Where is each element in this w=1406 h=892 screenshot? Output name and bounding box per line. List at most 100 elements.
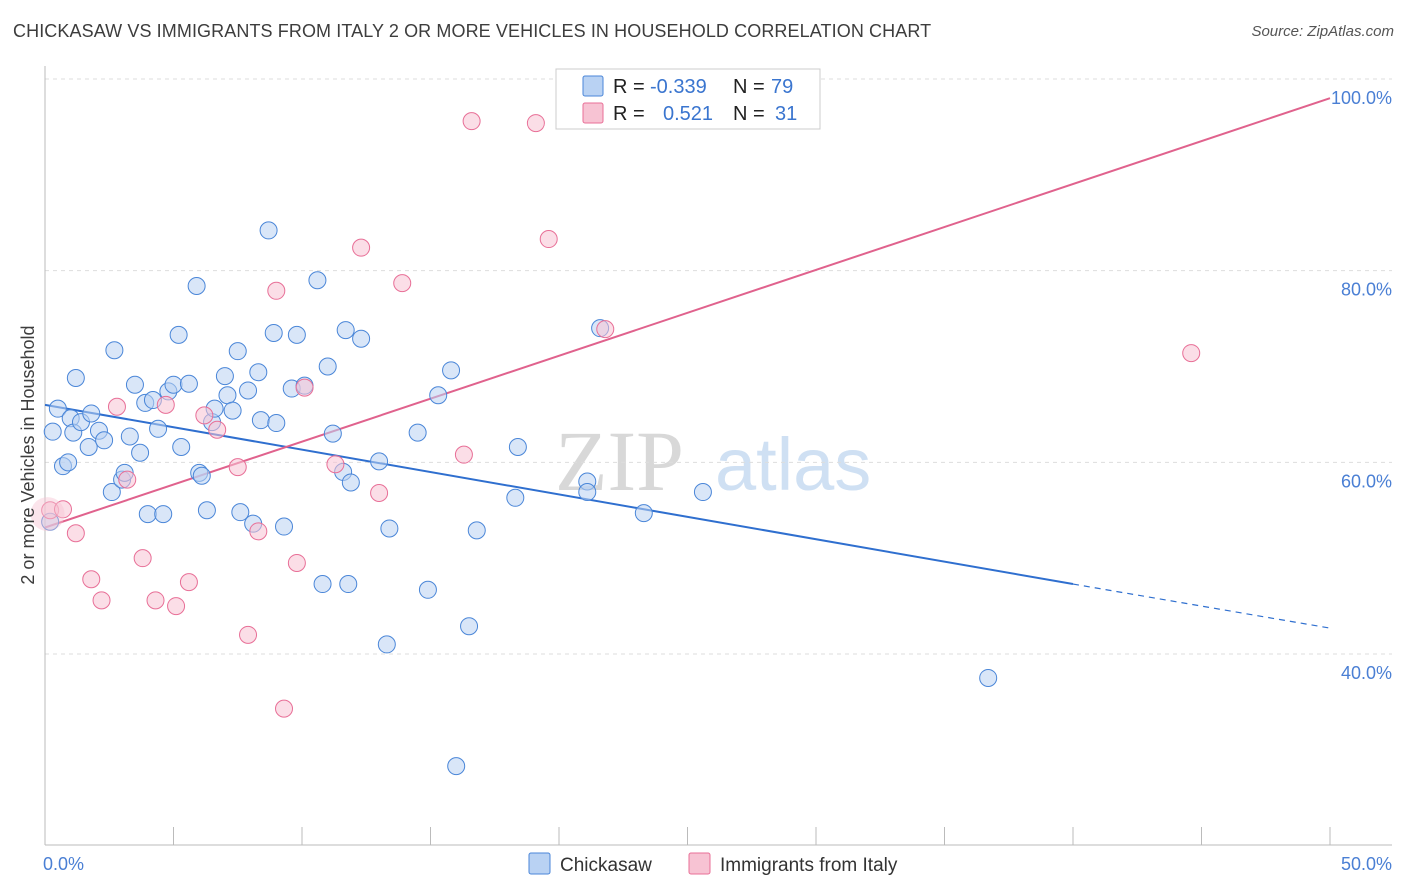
chickasaw-point — [79, 438, 98, 456]
chickasaw-point — [308, 271, 327, 290]
trend-lines — [44, 97, 1331, 629]
chickasaw-point — [318, 357, 337, 376]
chickasaw-point — [59, 453, 78, 472]
bottom-legend-swatch-italy — [688, 852, 711, 875]
legend-swatch-chickasaw — [582, 75, 604, 97]
italy-point — [267, 281, 286, 300]
tick-labels: 100.0% 80.0% 60.0% 40.0% 0.0% 50.0% — [43, 88, 1392, 874]
italy-point — [249, 522, 268, 541]
chickasaw-point — [215, 367, 234, 386]
stats-legend: R = -0.339 N = 79 R = 0.521 N = 31 — [555, 68, 821, 130]
chickasaw-point — [95, 431, 114, 450]
chickasaw-point — [287, 325, 306, 344]
chickasaw-point — [408, 423, 427, 442]
italy-point — [326, 455, 345, 474]
chickasaw-point — [447, 757, 466, 776]
axes — [44, 66, 1392, 846]
chickasaw-point — [197, 501, 216, 520]
chickasaw-point — [352, 329, 371, 348]
italy-point — [228, 458, 247, 477]
chickasaw-point — [120, 427, 139, 446]
chickasaw-point — [192, 466, 211, 485]
chickasaw-point — [187, 277, 206, 295]
series-legend: Chickasaw Immigrants from Italy — [528, 852, 898, 876]
italy-point — [526, 114, 545, 133]
chickasaw-point — [259, 221, 278, 240]
italy-point — [370, 484, 389, 502]
y-tick-label: 80.0% — [1341, 280, 1392, 300]
watermark-atlas: atlas — [715, 423, 871, 506]
italy-point — [295, 378, 314, 397]
y-axis-label: 2 or more Vehicles in Household — [18, 325, 38, 584]
chickasaw-point — [131, 443, 150, 462]
chickasaw-point — [460, 617, 479, 636]
legend-r-italy: 0.521 — [663, 103, 713, 125]
x-tick-label: 0.0% — [43, 854, 84, 874]
chickasaw-point — [169, 325, 188, 344]
chickasaw-point — [43, 422, 62, 441]
legend-swatch-italy — [582, 102, 604, 124]
source-note: Source: ZipAtlas.com — [1251, 23, 1394, 40]
x-tick-label: 50.0% — [1341, 854, 1392, 874]
legend-n-label: N = — [733, 76, 765, 98]
chickasaw-point — [267, 414, 286, 433]
italy-trend-line — [44, 97, 1331, 529]
legend-r-label: R = — [613, 76, 645, 98]
chickasaw-point — [164, 375, 183, 394]
italy-point — [107, 397, 126, 416]
italy-point — [30, 497, 65, 532]
chickasaw-point — [48, 399, 67, 418]
legend-r-label: R = — [613, 103, 645, 125]
legend-n-italy: 31 — [775, 103, 797, 125]
italy-point — [287, 553, 306, 572]
italy-point — [82, 570, 101, 589]
italy-point — [179, 573, 198, 592]
italy-point — [239, 625, 258, 644]
chart-title: CHICKASAW VS IMMIGRANTS FROM ITALY 2 OR … — [13, 21, 932, 41]
italy-point — [352, 238, 371, 257]
italy-point — [146, 591, 165, 610]
chickasaw-point — [370, 452, 389, 471]
chickasaw-point — [508, 438, 527, 456]
chickasaw-point — [66, 369, 85, 387]
y-tick-label: 60.0% — [1341, 471, 1392, 491]
italy-point — [1182, 344, 1201, 363]
chickasaw-point — [149, 419, 168, 438]
legend-r-chickasaw: -0.339 — [650, 76, 707, 98]
italy-point — [156, 395, 175, 414]
chickasaw-point — [341, 473, 360, 492]
legend-n-chickasaw: 79 — [771, 76, 793, 98]
chickasaw-point — [323, 424, 342, 443]
chickasaw-point — [239, 381, 258, 400]
italy-point — [462, 112, 481, 131]
chickasaw-point — [275, 517, 294, 536]
chickasaw-point — [313, 575, 332, 594]
y-tick-label: 40.0% — [1341, 663, 1392, 683]
chickasaw-point — [249, 363, 268, 382]
italy-point — [66, 524, 85, 543]
chickasaw-point — [223, 401, 242, 420]
italy-point — [539, 230, 558, 249]
chickasaw-point — [418, 580, 437, 599]
chickasaw-point — [693, 483, 712, 502]
chickasaw-point — [506, 488, 525, 507]
chickasaw-point — [172, 438, 191, 456]
watermark: ZIP atlas — [555, 413, 871, 509]
chickasaw-point — [154, 505, 173, 524]
chickasaw-point — [336, 321, 355, 340]
chickasaw-point — [218, 386, 237, 405]
italy-point — [133, 549, 152, 568]
legend-n-label: N = — [733, 103, 765, 125]
chickasaw-point — [251, 411, 270, 430]
gridlines — [45, 78, 1392, 655]
italy-point — [454, 445, 473, 464]
y-tick-label: 100.0% — [1331, 88, 1392, 108]
chickasaw-point — [380, 519, 399, 538]
italy-point — [53, 500, 72, 519]
chickasaw-point — [578, 483, 597, 502]
chickasaw-point — [179, 374, 198, 393]
chickasaw-point — [442, 361, 461, 380]
chickasaw-point — [264, 323, 283, 342]
bottom-legend-chickasaw: Chickasaw — [560, 855, 652, 876]
